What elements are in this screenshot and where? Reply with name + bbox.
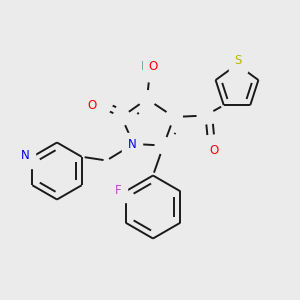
Text: S: S [234,53,242,67]
Text: N: N [128,138,136,152]
Text: N: N [20,149,29,162]
Text: H: H [140,60,149,74]
Text: O: O [210,143,219,157]
Text: F: F [115,184,122,197]
Text: O: O [87,99,96,112]
Text: O: O [148,60,158,74]
